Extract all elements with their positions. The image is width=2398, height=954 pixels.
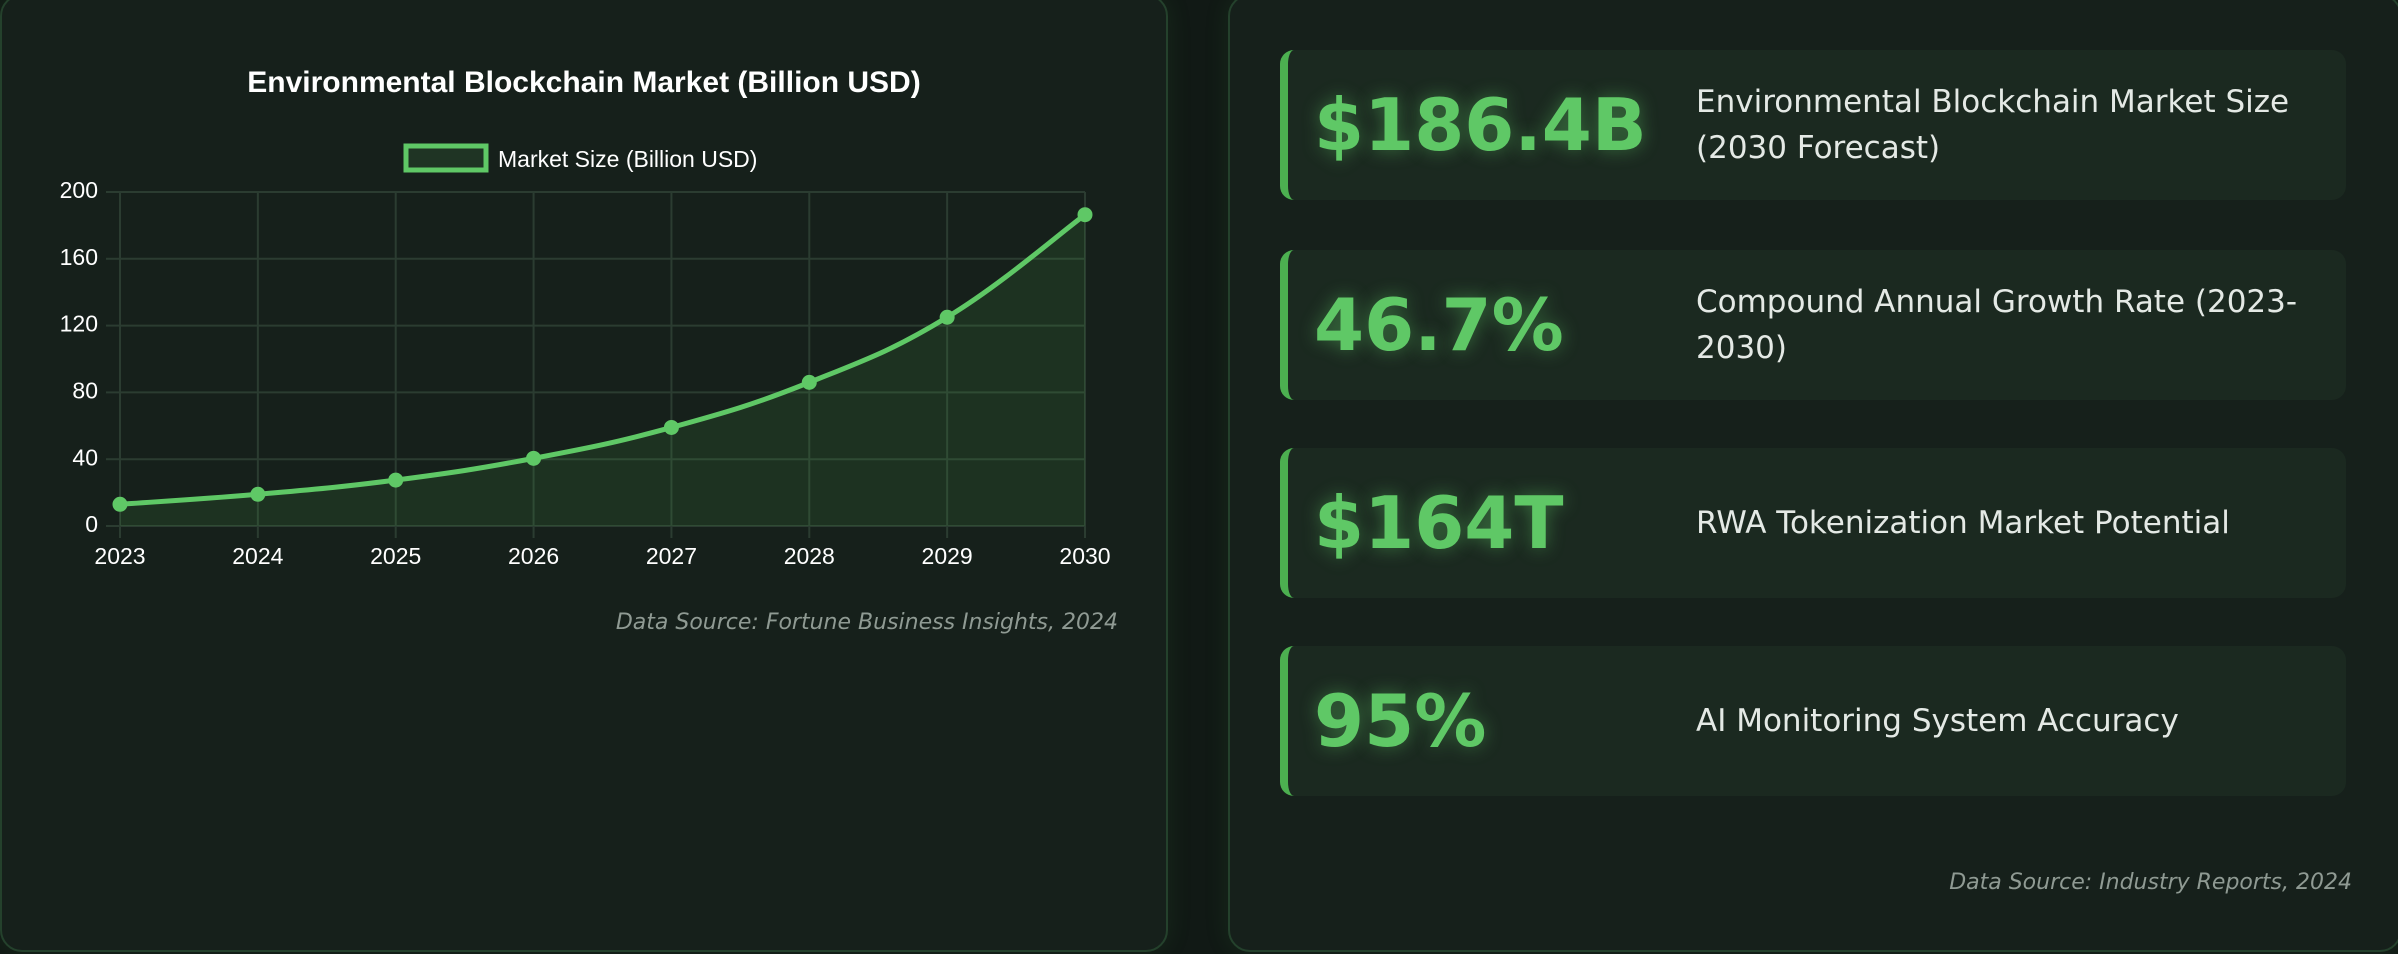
y-tick-label: 120 bbox=[60, 311, 98, 337]
stat-value: $164T bbox=[1314, 481, 1564, 565]
stat-label: AI Monitoring System Accuracy bbox=[1696, 703, 2179, 739]
x-tick-label: 2026 bbox=[508, 543, 559, 569]
data-point-2028[interactable] bbox=[801, 374, 817, 390]
x-tick-label: 2028 bbox=[784, 543, 835, 569]
x-tick-label: 2024 bbox=[232, 543, 283, 569]
legend-swatch bbox=[403, 143, 489, 173]
stat-label: RWA Tokenization Market Potential bbox=[1696, 505, 2230, 541]
stat-card-cagr: 46.7% Compound Annual Growth Rate (2023-… bbox=[1280, 250, 2346, 400]
chart-data-source: Data Source: Fortune Business Insights, … bbox=[615, 610, 1118, 635]
y-tick-label: 160 bbox=[60, 244, 98, 270]
stats-panel: $186.4B Environmental Blockchain Market … bbox=[1228, 0, 2398, 952]
data-point-2029[interactable] bbox=[939, 309, 955, 325]
stat-card-rwa-tokenization: $164T RWA Tokenization Market Potential bbox=[1280, 448, 2346, 598]
data-point-2026[interactable] bbox=[526, 450, 542, 466]
stats-data-source: Data Source: Industry Reports, 2024 bbox=[1949, 870, 2352, 895]
stat-value: $186.4B bbox=[1314, 83, 1647, 167]
legend-label: Market Size (Billion USD) bbox=[498, 146, 757, 172]
data-point-2025[interactable] bbox=[388, 472, 404, 488]
x-tick-label: 2029 bbox=[922, 543, 973, 569]
stat-label: Environmental Blockchain Market Size (20… bbox=[1696, 84, 2290, 166]
stat-label: Compound Annual Growth Rate (2023-2030) bbox=[1696, 284, 2298, 366]
stat-card-market-size: $186.4B Environmental Blockchain Market … bbox=[1280, 50, 2346, 200]
chart-panel: Environmental Blockchain Market (Billion… bbox=[0, 0, 1168, 952]
x-tick-label: 2025 bbox=[370, 543, 421, 569]
y-tick-label: 80 bbox=[72, 377, 98, 403]
chart-title: Environmental Blockchain Market (Billion… bbox=[247, 66, 920, 99]
data-point-2024[interactable] bbox=[250, 486, 266, 502]
y-tick-label: 0 bbox=[85, 511, 98, 537]
y-tick-label: 200 bbox=[60, 177, 98, 203]
y-axis: 0 40 80 120 160 200 bbox=[60, 177, 98, 537]
series-points bbox=[112, 207, 1093, 512]
stat-card-ai-accuracy: 95% AI Monitoring System Accuracy bbox=[1280, 646, 2346, 796]
chart-grid bbox=[106, 191, 1086, 538]
data-point-2030[interactable] bbox=[1077, 207, 1093, 223]
market-chart: Environmental Blockchain Market (Billion… bbox=[60, 66, 1111, 569]
x-tick-label: 2023 bbox=[94, 543, 145, 569]
x-axis: 2023 2024 2025 2026 2027 2028 2029 2030 bbox=[94, 543, 1110, 569]
x-tick-label: 2027 bbox=[646, 543, 697, 569]
x-tick-label: 2030 bbox=[1059, 543, 1110, 569]
data-point-2023[interactable] bbox=[112, 496, 128, 512]
y-tick-label: 40 bbox=[72, 444, 98, 470]
chart-legend[interactable]: Market Size (Billion USD) bbox=[403, 143, 757, 173]
series-area-fill bbox=[120, 214, 1085, 526]
stat-value: 46.7% bbox=[1314, 283, 1564, 367]
stat-value: 95% bbox=[1314, 679, 1487, 763]
data-point-2027[interactable] bbox=[663, 419, 679, 435]
